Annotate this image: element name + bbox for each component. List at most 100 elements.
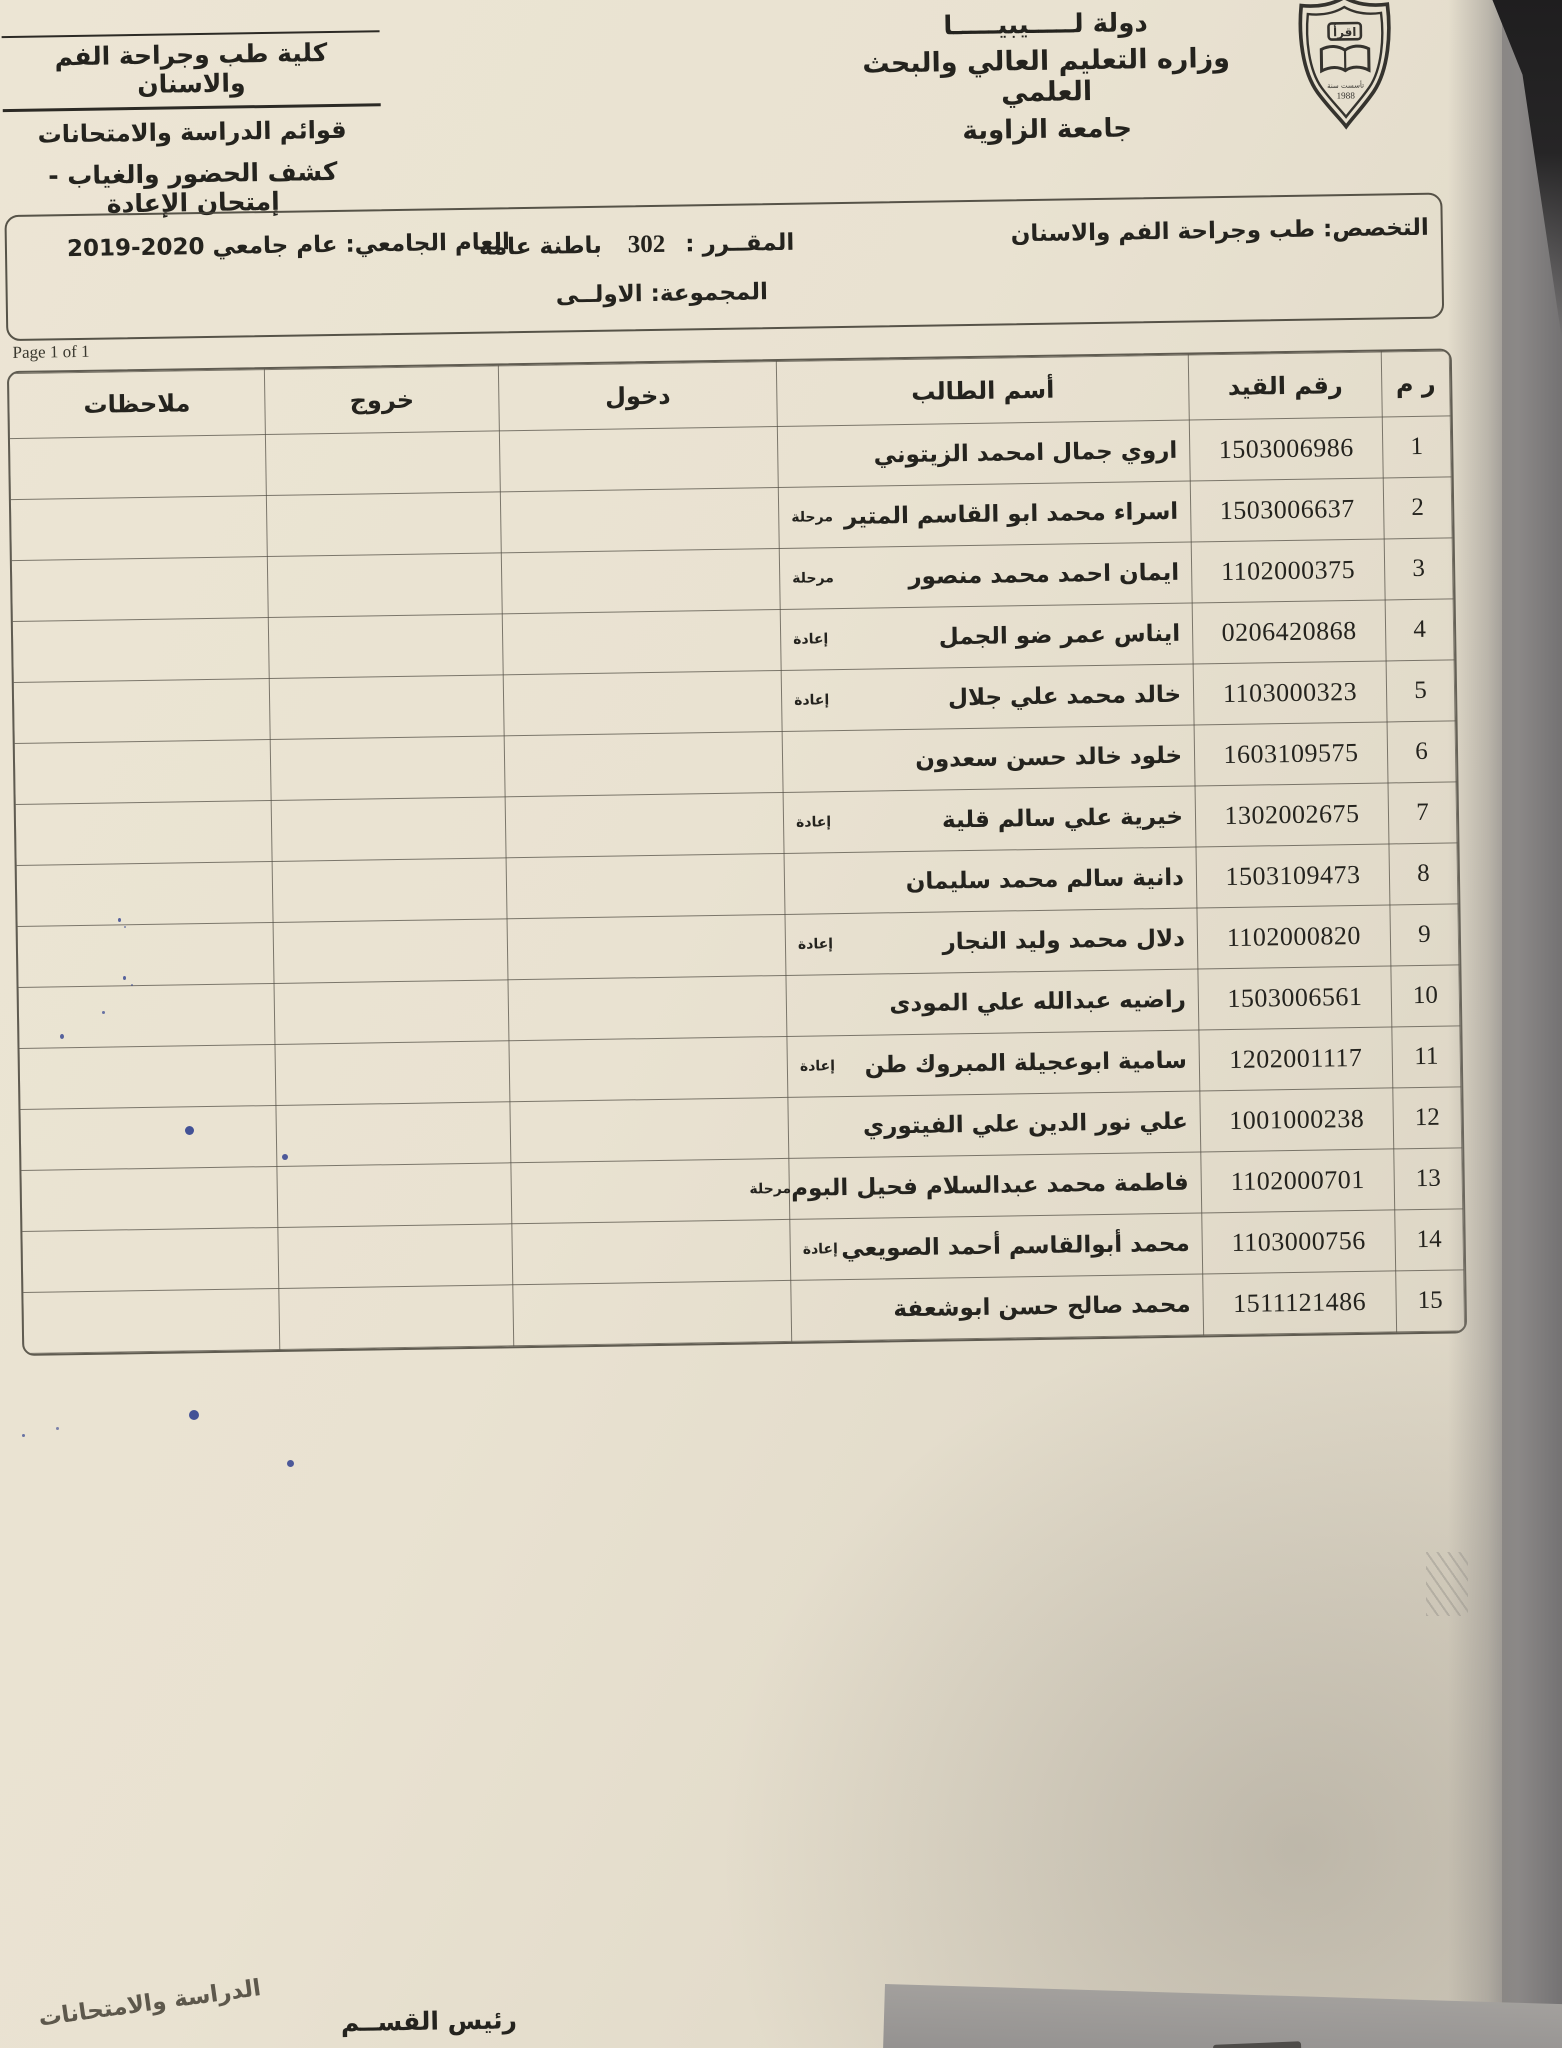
- student-id-cell: 0206420868: [1192, 599, 1387, 665]
- student-name-cell: محمد صالح حسن ابوشعفة: [790, 1273, 1204, 1342]
- status-tag: إعادة: [802, 1241, 838, 1258]
- entry-cell: [505, 792, 785, 858]
- notes-cell: [21, 1227, 279, 1293]
- student-id-cell: 1511121486: [1202, 1270, 1397, 1335]
- student-name-cell: علي نور الدين علي الفيتوري: [787, 1090, 1201, 1159]
- student-name: فاطمة محمد عبدالسلام فحيل البوم: [790, 1169, 1189, 1202]
- student-name-cell: ايمان احمد محمد منصور مرحلة: [779, 542, 1193, 610]
- ink-dot: [118, 918, 121, 922]
- crest-founded-label: تأسست سنة: [1327, 80, 1364, 91]
- header-notes: ملاحظات: [8, 369, 266, 439]
- status-tag: إعادة: [795, 814, 832, 831]
- notes-cell: [10, 495, 268, 561]
- student-id-cell: 1503006561: [1197, 965, 1392, 1030]
- notes-cell: [20, 1166, 278, 1232]
- exit-cell: [265, 430, 501, 496]
- dept-head-signature-label: رئيس القســم: [340, 2005, 518, 2038]
- notes-cell: [14, 739, 272, 805]
- exit-cell: [276, 1162, 512, 1228]
- exit-cell: [269, 674, 505, 740]
- ink-dot: [189, 1410, 199, 1420]
- ink-dot: [60, 1034, 64, 1039]
- notes-cell: [19, 1044, 276, 1110]
- entry-cell: [499, 426, 779, 492]
- exit-cell: [266, 491, 502, 557]
- student-name: اسراء محمد ابو القاسم المتير: [843, 498, 1179, 530]
- entry-cell: [503, 670, 783, 736]
- faculty-name: كلية طب وجراحة الفم والاسنان: [1, 30, 381, 113]
- student-name-cell: اسراء محمد ابو القاسم المتير مرحلة: [778, 481, 1192, 549]
- ink-dot: [282, 1154, 288, 1160]
- course-info-box: التخصص: طب وجراحة الفم والاسنان المقــرر…: [4, 192, 1445, 342]
- student-id-cell: 1102000820: [1196, 904, 1391, 969]
- student-name: علي نور الدين علي الفيتوري: [862, 1108, 1189, 1140]
- course-text: المقــرر : 302 باطنة عامة: [479, 229, 795, 262]
- group-text: المجموعة: الاولــى: [555, 279, 769, 309]
- status-tag: إعادة: [793, 631, 829, 648]
- ink-dot: [131, 984, 133, 986]
- student-name: سامية ابوعجيلة المبروك طن: [864, 1047, 1188, 1079]
- academic-year-label: العام الجامعي:: [345, 229, 511, 258]
- student-id-cell: 1102000375: [1191, 538, 1386, 604]
- student-name: دلال محمد وليد النجار: [942, 925, 1186, 956]
- ink-dot: [123, 976, 126, 980]
- student-id-cell: 1302002675: [1195, 782, 1389, 847]
- exit-cell: [278, 1284, 514, 1350]
- faculty-header: كلية طب وجراحة الفم والاسنان قوائم الدرا…: [1, 30, 383, 220]
- student-name-cell: سامية ابوعجيلة المبروك طن إعادة: [786, 1029, 1200, 1098]
- ink-dot: [287, 1460, 294, 1467]
- exit-cell: [277, 1223, 513, 1289]
- entry-cell: [500, 487, 780, 553]
- ink-dot: [124, 926, 126, 928]
- entry-cell: [502, 609, 782, 675]
- header-exit: خروج: [264, 365, 500, 435]
- attendance-table: ر م رقم القيد أسم الطالب دخول خروج ملاحظ…: [6, 348, 1468, 1356]
- page-indicator: Page 1 of 1: [12, 341, 90, 363]
- exit-cell: [271, 796, 507, 862]
- notes-cell: [9, 434, 267, 500]
- row-number-cell: 9: [1389, 903, 1459, 966]
- ministry-header: دولة لـــــيبيـــــا وزاره التعليم العال…: [823, 6, 1269, 148]
- notes-cell: [18, 983, 275, 1049]
- row-number-cell: 15: [1395, 1269, 1465, 1332]
- student-name: ايناس عمر ضو الجمل: [938, 620, 1181, 651]
- student-id-cell: 1103000756: [1201, 1209, 1396, 1274]
- notes-cell: [19, 1105, 277, 1171]
- student-name: دانية سالم محمد سليمان: [905, 864, 1185, 896]
- row-number-cell: 4: [1385, 598, 1455, 661]
- row-number-cell: 13: [1393, 1147, 1463, 1210]
- student-name: خيرية علي سالم قلية: [941, 803, 1184, 834]
- specialization-text: التخصص: طب وجراحة الفم والاسنان: [1010, 214, 1429, 248]
- student-id-cell: 1001000238: [1199, 1087, 1394, 1152]
- row-number-cell: 2: [1383, 476, 1453, 539]
- academic-year-text: العام الجامعي: عام جامعي 2020-2019: [67, 229, 510, 262]
- entry-cell: [506, 853, 785, 919]
- status-tag: مرحلة: [792, 570, 835, 587]
- student-name-cell: خيرية علي سالم قلية إعادة: [783, 785, 1196, 854]
- paper-sheet: [0, 0, 1502, 2048]
- attendance-table-body: 1 1503006986 اروي جمال امحمد الزيتوني 2 1503…: [9, 415, 1465, 1354]
- crest-founded-year: 1988: [1336, 90, 1355, 100]
- ink-dot: [22, 1434, 25, 1437]
- exit-cell: [273, 918, 508, 984]
- status-tag: مرحلة: [791, 509, 834, 526]
- status-tag: إعادة: [794, 692, 830, 709]
- student-id-cell: 1103000323: [1193, 660, 1388, 726]
- ministry-line: وزاره التعليم العالي والبحث العلمي: [862, 42, 1231, 109]
- student-name-cell: راضيه عبدالله علي المودى: [785, 968, 1199, 1037]
- exit-cell: [268, 613, 504, 679]
- status-tag: إعادة: [797, 936, 834, 953]
- notes-cell: [22, 1288, 280, 1354]
- exit-cell: [270, 735, 506, 801]
- student-name: محمد صالح حسن ابوشعفة: [893, 1291, 1191, 1323]
- header-student-id: رقم القيد: [1188, 352, 1383, 421]
- student-id-cell: 1503006986: [1189, 417, 1384, 482]
- student-name: خلود خالد حسن سعدون: [915, 742, 1183, 773]
- state-line: دولة لـــــيبيـــــا: [943, 8, 1148, 42]
- row-number-cell: 11: [1391, 1025, 1461, 1088]
- entry-cell: [504, 731, 784, 797]
- status-tag: مرحلة: [749, 1180, 792, 1198]
- exit-cell: [272, 857, 508, 923]
- exit-cell: [267, 552, 503, 618]
- student-name-cell: دلال محمد وليد النجار إعادة: [784, 907, 1198, 976]
